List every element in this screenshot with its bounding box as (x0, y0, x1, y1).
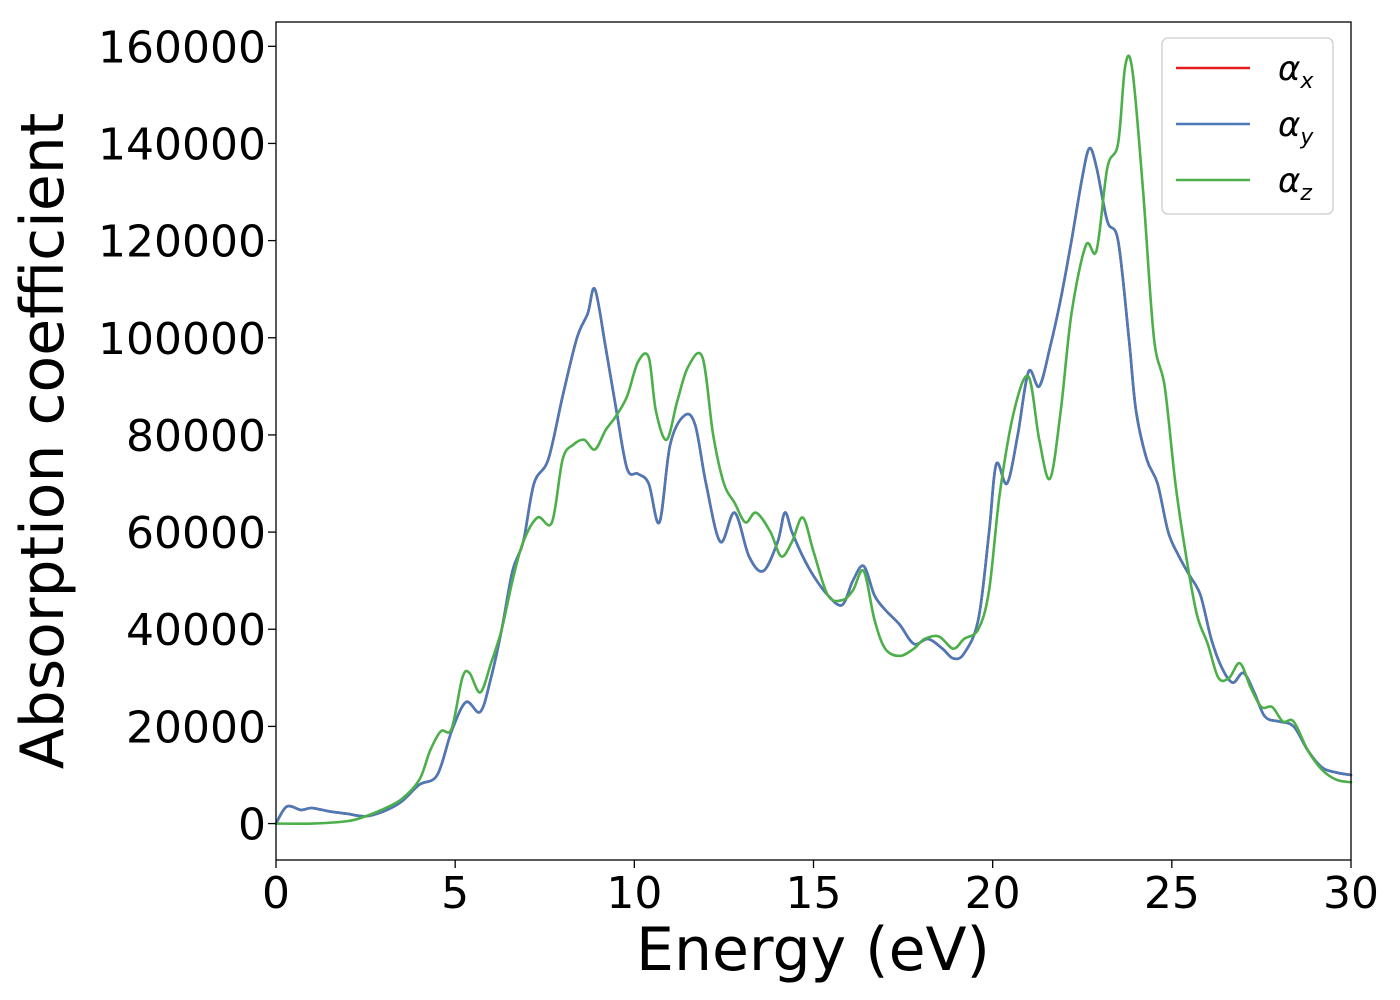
y-tick-label: 80000 (126, 411, 266, 462)
x-tick-label: 15 (786, 868, 842, 919)
series-layer (274, 54, 1353, 826)
legend-label-alpha-y: αy (1278, 105, 1314, 150)
y-tick-label: 120000 (98, 217, 266, 268)
y-tick-label: 20000 (126, 702, 266, 753)
y-tick-label: 40000 (126, 605, 266, 656)
y-tick-label: 100000 (98, 314, 266, 365)
x-tick-label: 0 (262, 868, 290, 919)
y-tick-label: 160000 (98, 22, 266, 73)
x-axis: 0 5 10 15 20 25 30 (262, 860, 1379, 919)
x-axis-label: Energy (eV) (636, 915, 990, 985)
legend-label-alpha-z: αz (1278, 161, 1312, 206)
legend-label-alpha-x: αx (1278, 49, 1314, 94)
y-axis-label: Absorption coefficient (8, 113, 78, 770)
y-tick-label: 60000 (126, 508, 266, 559)
x-tick-label: 5 (441, 868, 469, 919)
series-line-alpha-z (274, 54, 1353, 826)
x-tick-label: 10 (606, 868, 662, 919)
x-tick-label: 20 (965, 868, 1021, 919)
legend: αx αy αz (1161, 37, 1334, 215)
y-tick-label: 0 (238, 800, 266, 851)
legend-frame (1161, 37, 1334, 215)
x-tick-label: 25 (1144, 868, 1200, 919)
y-axis: 0 20000 40000 60000 80000 100000 120000 140000 1… (98, 22, 276, 851)
y-tick-label: 140000 (98, 119, 266, 170)
x-tick-label: 30 (1323, 868, 1379, 919)
